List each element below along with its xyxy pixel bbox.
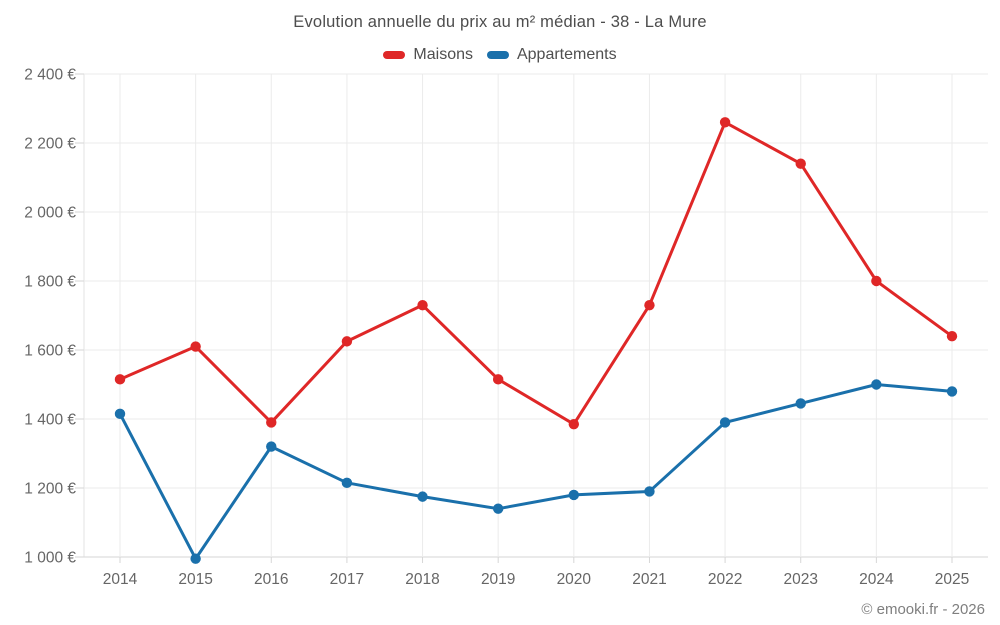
data-point-maisons-2019[interactable] xyxy=(492,374,504,385)
data-point-appartements-2022[interactable] xyxy=(719,417,731,428)
legend-item-appartements[interactable]: Appartements xyxy=(486,46,617,64)
data-point-maisons-2021[interactable] xyxy=(644,299,655,311)
data-point-maisons-2025[interactable] xyxy=(946,331,958,342)
x-axis-label: 2020 xyxy=(557,571,592,588)
legend-label-appartements: Appartements xyxy=(516,46,617,63)
x-axis-label: 2022 xyxy=(708,571,742,588)
data-point-appartements-2021[interactable] xyxy=(644,486,655,497)
data-point-maisons-2020[interactable] xyxy=(568,418,580,430)
y-axis-label: 1 000 € xyxy=(24,550,76,567)
data-point-maisons-2017[interactable] xyxy=(341,336,353,347)
data-point-appartements-2020[interactable] xyxy=(568,489,580,501)
x-axis-label: 2023 xyxy=(783,571,817,588)
data-point-appartements-2024[interactable] xyxy=(871,379,882,390)
series-line-appartements xyxy=(118,383,954,561)
data-point-appartements-2018[interactable] xyxy=(417,491,428,502)
data-point-appartements-2017[interactable] xyxy=(341,477,353,489)
data-point-appartements-2015[interactable] xyxy=(190,553,201,564)
appartements-series-swatch-icon xyxy=(486,51,509,59)
x-axis-label: 2018 xyxy=(405,571,439,588)
legend-label-maisons: Maisons xyxy=(413,46,473,63)
x-axis-label: 2021 xyxy=(632,571,666,588)
data-point-appartements-2025[interactable] xyxy=(946,386,958,397)
y-axis-label: 1 800 € xyxy=(24,274,76,291)
y-axis-label: 1 600 € xyxy=(24,343,76,360)
data-point-appartements-2014[interactable] xyxy=(114,408,126,420)
chart-legend: Maisons Appartements xyxy=(0,46,1000,64)
data-point-appartements-2016[interactable] xyxy=(266,441,277,452)
data-point-maisons-2018[interactable] xyxy=(417,299,428,311)
x-axis-label: 2017 xyxy=(330,571,364,588)
x-axis-label: 2019 xyxy=(481,571,515,588)
x-axis-label: 2024 xyxy=(859,571,894,588)
data-point-maisons-2022[interactable] xyxy=(719,117,731,128)
maisons-series-swatch-icon xyxy=(383,51,406,59)
data-point-maisons-2014[interactable] xyxy=(114,374,126,385)
copyright-watermark: © emooki.fr - 2026 xyxy=(861,601,985,618)
y-axis-label: 2 400 € xyxy=(24,67,76,84)
series-line-maisons xyxy=(118,120,954,426)
y-axis-label: 1 200 € xyxy=(24,481,76,498)
data-point-appartements-2023[interactable] xyxy=(795,398,806,409)
data-point-appartements-2019[interactable] xyxy=(492,503,504,514)
legend-item-maisons[interactable]: Maisons xyxy=(383,46,473,64)
data-point-maisons-2023[interactable] xyxy=(795,158,806,169)
y-axis-label: 2 200 € xyxy=(24,136,76,153)
x-axis-label: 2025 xyxy=(935,571,969,588)
data-point-maisons-2016[interactable] xyxy=(266,417,277,428)
data-point-maisons-2024[interactable] xyxy=(871,275,882,287)
x-axis-label: 2015 xyxy=(178,571,212,588)
data-point-maisons-2015[interactable] xyxy=(190,341,201,352)
x-axis-label: 2016 xyxy=(254,571,288,588)
x-axis-label: 2014 xyxy=(103,571,138,588)
y-axis-label: 2 000 € xyxy=(24,205,76,222)
chart-title: Evolution annuelle du prix au m² médian … xyxy=(293,13,707,31)
y-axis-label: 1 400 € xyxy=(24,412,76,429)
